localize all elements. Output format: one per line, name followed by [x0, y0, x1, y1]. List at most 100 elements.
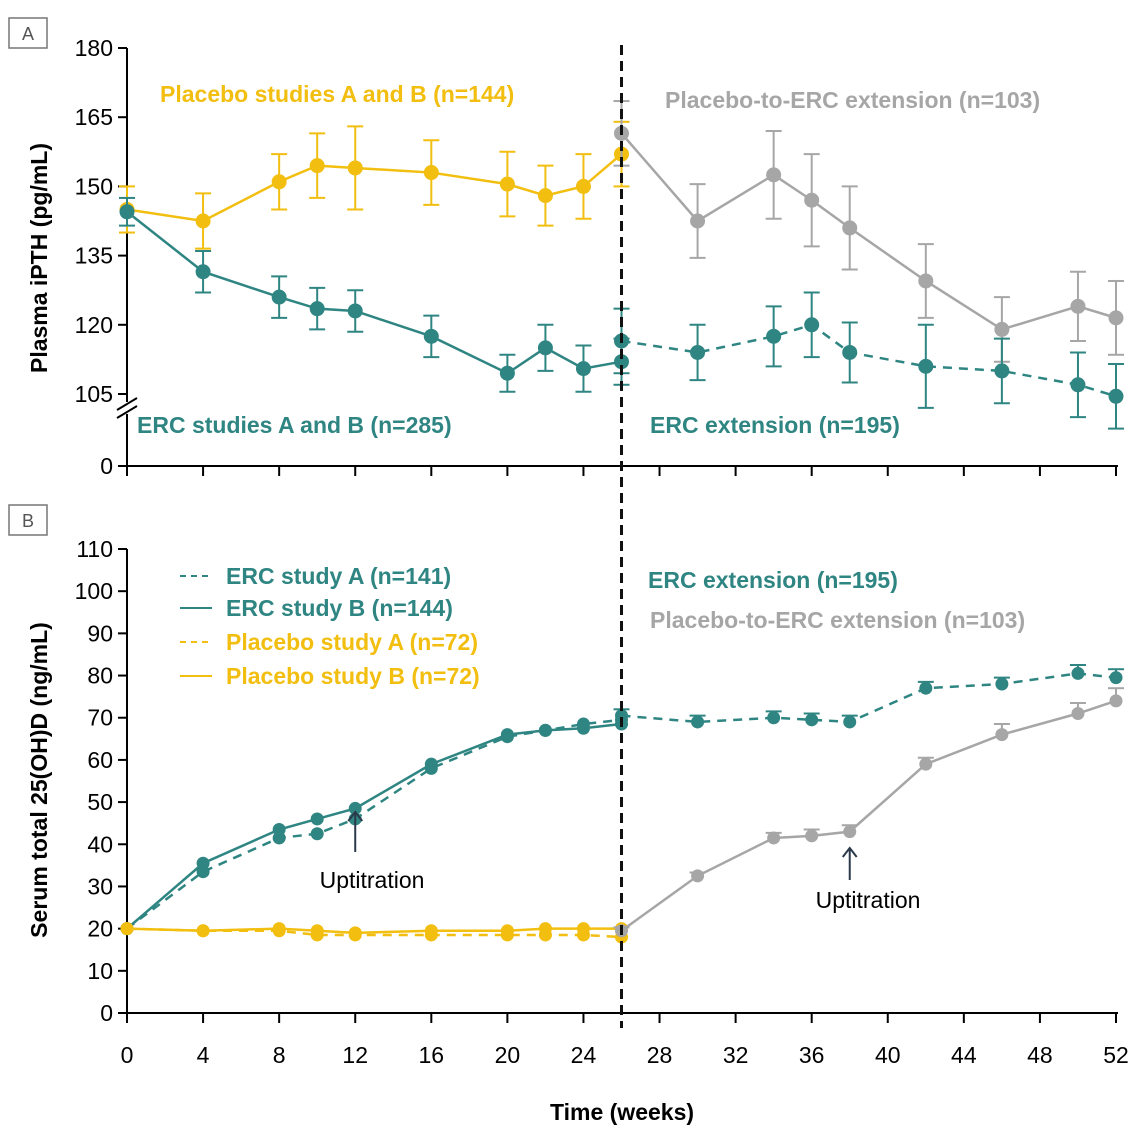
panel-b-point-erc_ext	[1109, 671, 1123, 685]
panel-b-point-erc_ext	[691, 715, 705, 729]
x-tick-label: 32	[723, 1042, 749, 1068]
panel-a-y-axis-title: Plasma iPTH (pg/mL)	[26, 143, 52, 373]
panel-a-ann-erc-ab: ERC studies A and B (n=285)	[137, 412, 452, 438]
panel-a-ann-erc-ext: ERC extension (n=195)	[650, 412, 900, 438]
panel-a-axis-break-2	[116, 405, 138, 419]
panel-a-point-placebo_to_erc_ext	[918, 273, 934, 289]
panel-a-y-tick-label: 135	[75, 243, 113, 269]
x-tick-label: 4	[197, 1042, 210, 1068]
panel-b-ann-placebo-to-erc: Placebo-to-ERC extension (n=103)	[650, 607, 1025, 633]
panel-a-axis-break-1	[116, 397, 138, 411]
panel-a-line-placebo_to_erc_ext	[620, 132, 1117, 331]
panel-b-legend: ERC study A (n=141) ERC study B (n=144) …	[180, 563, 480, 689]
panel-b-y-tick-label: 50	[87, 789, 113, 815]
panel-a-point-erc_ab	[195, 264, 211, 280]
panel-b-line-placebo_b	[126, 927, 622, 935]
panel-b-line-erc_a	[126, 718, 622, 930]
panel-b-point-placebo_b	[310, 924, 324, 938]
panel-b-point-erc_ext	[1071, 666, 1085, 680]
panel-b-point-erc_b	[500, 728, 514, 742]
panel-b-series	[120, 664, 1124, 944]
panel-b-y-tick-label: 10	[87, 958, 113, 984]
panel-b-y-tick-label: 100	[75, 578, 113, 604]
panel-b-y-tick-label: 0	[100, 1000, 113, 1026]
uptitration-annotations: Uptitration Uptitration	[320, 810, 921, 913]
panel-b-point-placebo_to_erc_ext	[1109, 694, 1123, 708]
panel-a-point-placebo_ab	[347, 160, 363, 176]
uptitration-label: Uptitration	[816, 887, 921, 913]
panel-a-series-placebo_to_erc_ext	[613, 100, 1124, 363]
panel-a-point-placebo_to_erc_ext	[690, 213, 706, 229]
panel-a-point-placebo_to_erc_ext	[804, 192, 820, 208]
x-tick-label: 40	[875, 1042, 901, 1068]
panel-b-y-tick-label: 90	[87, 620, 113, 646]
x-tick-label: 24	[571, 1042, 597, 1068]
panel-a-series-erc_ext	[613, 291, 1124, 430]
panel-a-point-placebo_ab	[575, 178, 591, 194]
panel-b-point-erc_ext	[919, 681, 933, 695]
panel-b-point-placebo_to_erc_ext	[691, 869, 705, 883]
x-tick-label: 44	[951, 1042, 977, 1068]
uptitration-label: Uptitration	[320, 867, 425, 893]
panel-a-y-tick-label: 120	[75, 312, 113, 338]
x-tick-label: 16	[419, 1042, 445, 1068]
panel-b-series-placebo_b	[120, 922, 628, 940]
x-axis-title: Time (weeks)	[550, 1099, 694, 1125]
panel-b-y-tick-label: 80	[87, 663, 113, 689]
panel-a-point-erc_ab	[499, 365, 515, 381]
panel-b-point-placebo_to_erc_ext	[919, 757, 933, 771]
panel-a-point-erc_ext	[1070, 377, 1086, 393]
panel-a-point-placebo_ab	[195, 213, 211, 229]
panel-a-point-placebo_ab	[309, 158, 325, 174]
panel-b-point-placebo_to_erc_ext	[843, 825, 857, 839]
panel-b-point-placebo_b	[500, 924, 514, 938]
panel-b-point-placebo_b	[272, 922, 286, 936]
panel-b-point-erc_b	[576, 721, 590, 735]
panel-b-point-placebo_b	[576, 922, 590, 936]
panel-b-point-placebo_b	[424, 924, 438, 938]
uptitration-1: Uptitration	[320, 810, 425, 893]
panel-a-point-erc_ab	[309, 301, 325, 317]
panel-b-point-placebo_b	[538, 922, 552, 936]
x-tick-label: 52	[1103, 1042, 1129, 1068]
panel-a-point-erc_ab	[347, 303, 363, 319]
panel-a-point-erc_ext	[804, 317, 820, 333]
legend-label-erc-study-a: ERC study A (n=141)	[226, 563, 451, 589]
panel-b-point-erc_b	[424, 757, 438, 771]
panel-a-point-erc_ab	[271, 289, 287, 305]
legend-label-placebo-study-a: Placebo study A (n=72)	[226, 629, 478, 655]
panel-b-label: B	[22, 511, 34, 531]
panel-b-point-placebo_b	[120, 922, 134, 936]
panel-a-line-erc_ext	[621, 323, 1117, 398]
panel-b-y-tick-label: 60	[87, 747, 113, 773]
panel-a-ann-placebo-to-erc: Placebo-to-ERC extension (n=103)	[665, 87, 1040, 113]
panel-b-label-box: B	[8, 504, 48, 536]
panel-b-y-axis-title: Serum total 25(OH)D (ng/mL)	[26, 622, 52, 938]
uptitration-arrow-head-icon	[841, 846, 858, 858]
panel-a-line-placebo_ab	[126, 153, 623, 223]
panel-a-point-erc_ext	[918, 358, 934, 374]
panel-a-y-tick-label: 105	[75, 381, 113, 407]
panel-b-point-erc_b	[538, 723, 552, 737]
panel-b-y-tick-label: 70	[87, 705, 113, 731]
panel-a-point-placebo_ab	[423, 165, 439, 181]
panel-b-ann-erc-ext: ERC extension (n=195)	[648, 567, 898, 593]
x-tick-label: 0	[121, 1042, 134, 1068]
panel-b-point-erc_ext	[615, 709, 628, 723]
x-tick-label: 48	[1027, 1042, 1053, 1068]
panel-a-point-erc_ext	[690, 344, 706, 360]
panel-b-point-erc_a	[310, 827, 324, 841]
panel-b-point-erc_b	[196, 856, 210, 870]
x-tick-label: 8	[273, 1042, 286, 1068]
legend-label-erc-study-b: ERC study B (n=144)	[226, 595, 453, 621]
panel-a-ann-placebo-ab: Placebo studies A and B (n=144)	[160, 81, 514, 107]
panel-b-series-erc_a	[120, 713, 628, 936]
panel-a-point-placebo_to_erc_ext	[1108, 310, 1124, 326]
panel-a-y-tick-label: 180	[75, 35, 113, 61]
legend-item-placebo-study-a: Placebo study A (n=72)	[180, 629, 478, 655]
panel-b-point-erc_b	[272, 823, 286, 837]
panel-a-point-erc_ab	[423, 328, 439, 344]
panel-a-point-erc_ext	[1108, 388, 1124, 404]
panel-b-point-erc_ext	[767, 711, 781, 725]
